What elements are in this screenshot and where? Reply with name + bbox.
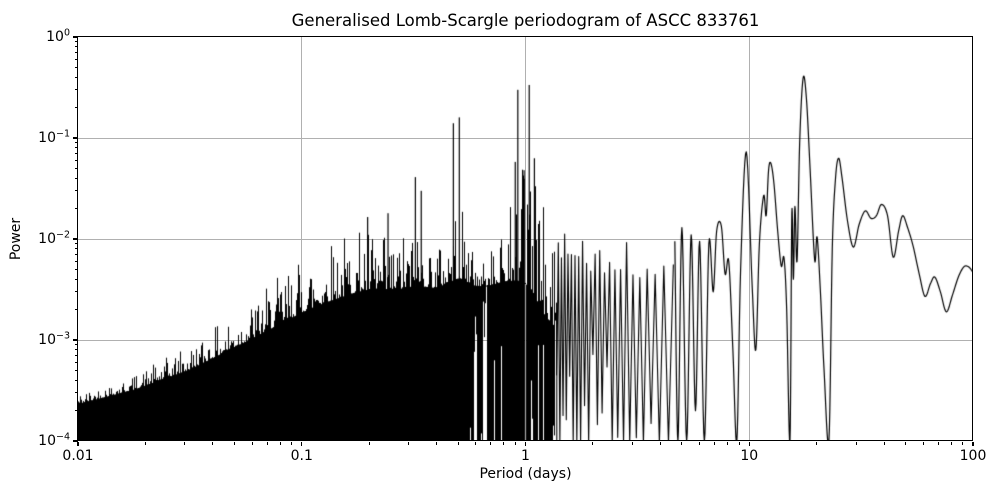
y-minor-tick xyxy=(75,278,78,280)
y-tick-label: 100 xyxy=(24,27,70,48)
y-tick-base: 10 xyxy=(38,129,56,146)
x-minor-tick xyxy=(592,442,594,445)
x-minor-tick xyxy=(905,442,907,445)
y-minor-tick xyxy=(75,349,78,351)
x-major-tick xyxy=(972,442,974,446)
y-tick-label: 10−1 xyxy=(24,128,70,149)
y-minor-tick xyxy=(75,41,78,43)
y-minor-tick xyxy=(75,190,78,192)
y-minor-tick xyxy=(75,52,78,54)
y-tick-base: 10 xyxy=(46,28,64,45)
x-minor-tick xyxy=(233,442,235,445)
x-major-tick xyxy=(301,442,303,446)
y-minor-tick xyxy=(75,392,78,394)
x-minor-tick xyxy=(475,442,477,445)
x-minor-tick xyxy=(659,442,661,445)
x-minor-tick xyxy=(883,442,885,445)
y-minor-tick xyxy=(75,379,78,381)
y-minor-tick xyxy=(75,89,78,91)
y-major-tick xyxy=(73,440,78,442)
y-minor-tick xyxy=(75,261,78,262)
y-minor-tick xyxy=(75,410,78,411)
x-minor-tick xyxy=(408,442,409,445)
x-major-tick xyxy=(77,442,79,446)
y-minor-tick xyxy=(75,67,78,68)
y-tick-exponent: −3 xyxy=(55,329,70,341)
x-tick-label: 0.1 xyxy=(290,448,313,464)
x-axis-label: Period (days) xyxy=(479,466,572,482)
x-tick-label: 1 xyxy=(521,448,530,464)
y-minor-tick xyxy=(75,59,78,60)
y-minor-tick xyxy=(75,153,78,155)
y-minor-tick xyxy=(75,160,78,161)
y-minor-tick xyxy=(75,269,78,270)
y-tick-label: 10−3 xyxy=(24,330,70,351)
x-minor-tick xyxy=(922,442,924,445)
y-major-tick xyxy=(73,238,78,240)
x-minor-tick xyxy=(251,442,253,445)
y-minor-tick xyxy=(75,177,78,179)
y-minor-tick xyxy=(75,168,78,169)
x-tick-label: 10 xyxy=(740,448,759,464)
y-major-tick xyxy=(73,137,78,139)
x-minor-tick xyxy=(503,442,505,445)
x-major-tick xyxy=(748,442,750,446)
x-minor-tick xyxy=(816,442,817,445)
x-minor-tick xyxy=(714,442,715,445)
y-minor-tick xyxy=(75,309,78,310)
x-minor-tick xyxy=(962,442,964,445)
x-major-tick xyxy=(524,442,527,446)
y-tick-exponent: 0 xyxy=(63,26,70,38)
chart-title: Generalised Lomb-Scargle periodogram of … xyxy=(291,11,760,30)
x-minor-tick xyxy=(699,442,700,445)
x-minor-tick xyxy=(279,442,281,445)
y-minor-tick xyxy=(75,291,78,293)
y-tick-label: 10−2 xyxy=(24,229,70,250)
x-minor-tick xyxy=(144,442,146,445)
x-minor-tick xyxy=(266,442,268,445)
y-tick-base: 10 xyxy=(38,432,56,449)
y-minor-tick xyxy=(75,344,78,346)
y-tick-label: 10−4 xyxy=(24,431,70,452)
y-minor-tick xyxy=(75,46,78,48)
y-minor-tick xyxy=(75,76,78,78)
x-minor-tick xyxy=(727,442,728,445)
y-minor-tick xyxy=(75,355,78,357)
y-minor-tick xyxy=(75,243,78,245)
y-minor-tick xyxy=(75,362,78,363)
x-minor-tick xyxy=(937,442,939,445)
y-tick-base: 10 xyxy=(38,230,56,247)
y-minor-tick xyxy=(75,254,78,256)
x-minor-tick xyxy=(436,442,437,445)
y-minor-tick xyxy=(75,248,78,250)
x-minor-tick xyxy=(368,442,370,445)
x-tick-label: 100 xyxy=(959,448,987,464)
y-minor-tick xyxy=(75,107,78,108)
x-tick-label: 0.01 xyxy=(62,448,94,464)
x-minor-tick xyxy=(184,442,186,445)
x-minor-tick xyxy=(950,442,952,445)
y-minor-tick xyxy=(75,208,78,209)
x-minor-tick xyxy=(514,442,516,445)
y-tick-exponent: −2 xyxy=(55,228,70,240)
x-minor-tick xyxy=(738,442,740,445)
x-minor-tick xyxy=(681,442,683,445)
x-minor-tick xyxy=(291,442,292,445)
periodogram-canvas xyxy=(78,37,973,441)
x-minor-tick xyxy=(457,442,459,445)
y-tick-exponent: −1 xyxy=(55,127,70,139)
plot-area-border xyxy=(77,36,973,441)
x-minor-tick xyxy=(631,442,633,445)
y-minor-tick xyxy=(75,147,78,149)
y-minor-tick xyxy=(75,370,78,371)
x-minor-tick xyxy=(855,442,857,445)
x-minor-tick xyxy=(212,442,214,445)
y-tick-exponent: −4 xyxy=(55,430,70,442)
x-minor-tick xyxy=(490,442,492,445)
y-tick-base: 10 xyxy=(38,331,56,348)
y-minor-tick xyxy=(75,142,78,144)
y-major-tick xyxy=(73,339,78,341)
y-major-tick xyxy=(73,36,78,38)
